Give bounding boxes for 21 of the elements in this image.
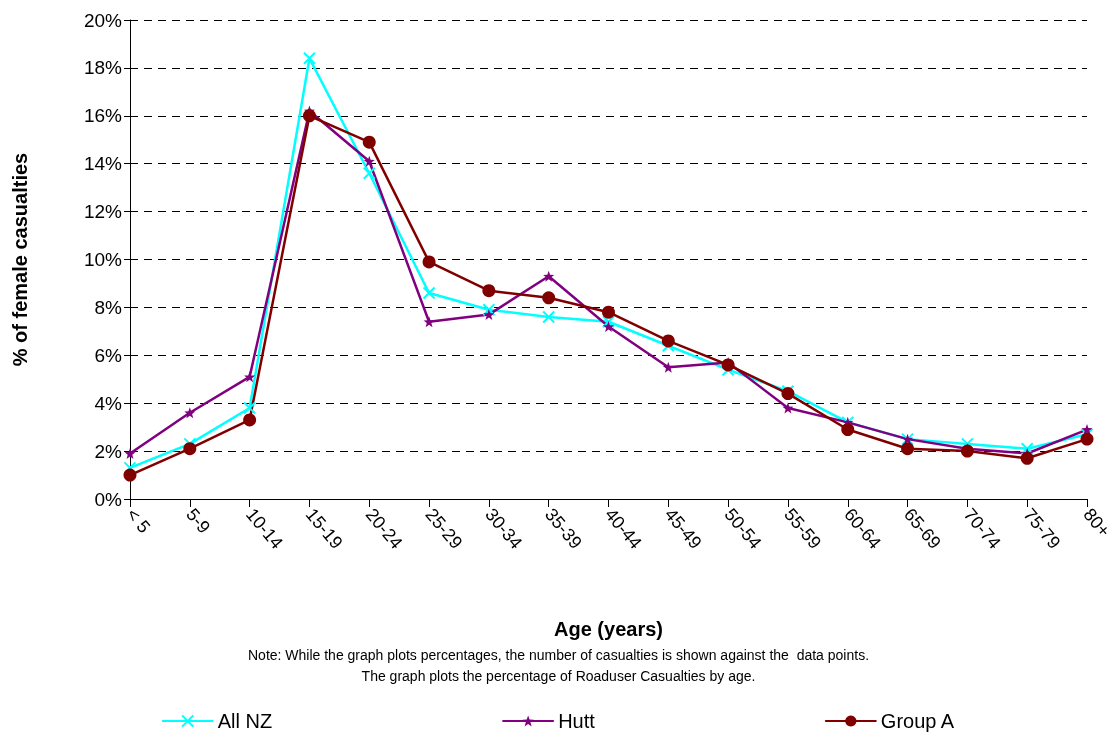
y-tick-label: 14% <box>83 153 123 175</box>
y-tick-label: 16% <box>83 105 123 127</box>
x-tick-label: 80+ <box>1079 504 1115 541</box>
y-tick-label: 6% <box>94 344 123 366</box>
x-tick-label: < 5 <box>122 504 155 537</box>
legend-label: All NZ <box>217 710 273 732</box>
legend-label: Hutt <box>558 710 596 732</box>
text: The graph plots the percentage of Roaduser Casualties by age. <box>361 668 756 684</box>
x-tick-label: 5-9 <box>182 504 215 538</box>
y-tick-label: 0% <box>94 488 123 510</box>
text: Note: While the graph plots percentages, the number of casualties is shown against the data points. <box>247 647 870 663</box>
y-tick-label: 2% <box>94 440 123 462</box>
x-axis-title: Age (years) <box>554 618 663 640</box>
y-tick-label: 20% <box>83 9 123 31</box>
y-tick-label: 4% <box>94 392 123 414</box>
y-tick-label: 12% <box>83 201 123 223</box>
y-tick-label: 10% <box>83 249 123 270</box>
y-tick-label: 18% <box>83 57 123 79</box>
y-tick-label: 8% <box>94 296 123 318</box>
y-axis-title: % of female casualties <box>9 152 31 367</box>
legend-label: Group A <box>880 710 955 732</box>
